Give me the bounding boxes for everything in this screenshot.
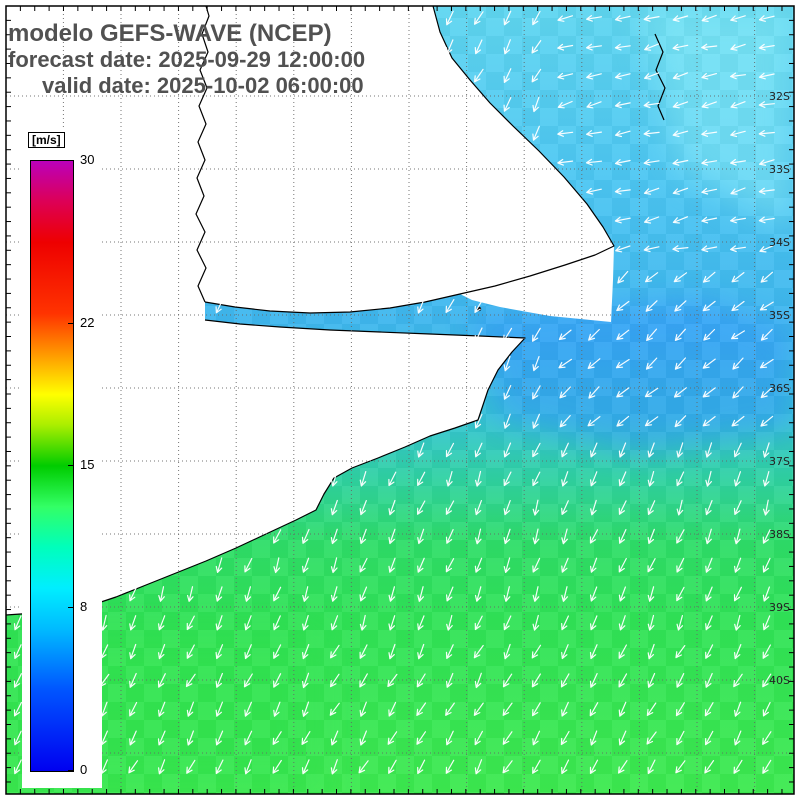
colorbar: [m/s] 30 22 15 8 0 <box>22 128 102 788</box>
colorbar-unit-label: [m/s] <box>28 132 65 148</box>
svg-text:33S: 33S <box>769 163 790 176</box>
svg-text:35S: 35S <box>769 309 790 322</box>
coastline-layer <box>5 5 666 616</box>
colorbar-gradient <box>30 160 74 772</box>
colorbar-tick-mark <box>68 465 74 466</box>
colorbar-tick-label: 8 <box>80 599 88 615</box>
colorbar-tick-mark <box>68 322 74 324</box>
valid-date-line: valid date: 2025-10-02 06:00:00 <box>42 73 364 98</box>
svg-text:34S: 34S <box>769 236 790 249</box>
colorbar-tick-label: 30 <box>80 152 95 167</box>
title-block: modelo GEFS-WAVE (NCEP) forecast date: 2… <box>8 20 365 99</box>
svg-text:36S: 36S <box>769 382 790 395</box>
colorbar-tick-mark <box>68 160 74 161</box>
model-title: modelo GEFS-WAVE (NCEP) <box>8 20 332 47</box>
svg-text:37S: 37S <box>769 455 790 468</box>
colorbar-tick-mark <box>68 770 74 771</box>
svg-text:32S: 32S <box>769 90 790 103</box>
svg-text:39S: 39S <box>769 601 790 614</box>
svg-text:40S: 40S <box>769 674 790 687</box>
colorbar-tick-label: 15 <box>80 457 95 472</box>
colorbar-tick-label: 22 <box>80 314 95 330</box>
frame-layer <box>5 5 795 795</box>
sea-layer <box>6 6 794 794</box>
lat-label-layer: 32S 33S 34S 35S 36S 37S 38S 39S 40S <box>769 90 790 687</box>
colorbar-tick-mark <box>68 607 74 609</box>
forecast-date-line: forecast date: 2025-09-29 12:00:00 <box>8 47 366 72</box>
wind-arrow-layer <box>13 10 775 775</box>
svg-text:38S: 38S <box>769 528 790 541</box>
colorbar-tick-label: 0 <box>80 762 88 777</box>
